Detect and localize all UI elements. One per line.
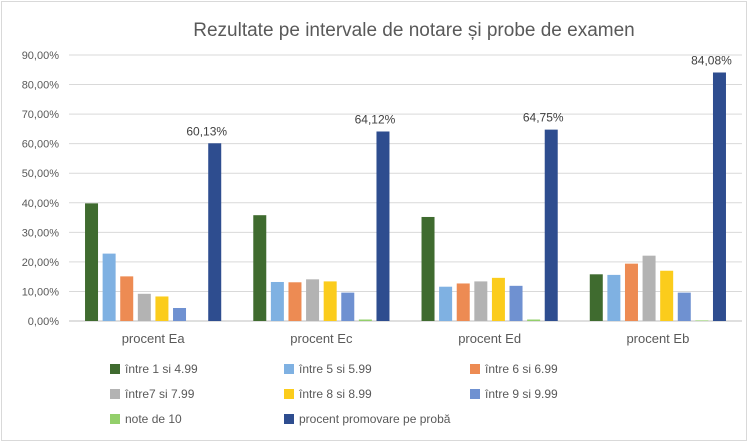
bar xyxy=(422,217,435,321)
y-tick-label: 70,00% xyxy=(22,109,60,121)
legend-label: între 6 si 6.99 xyxy=(484,362,558,376)
x-tick-label: procent Ec xyxy=(290,331,353,346)
bar xyxy=(643,256,656,321)
bar xyxy=(660,271,673,321)
bar xyxy=(306,279,319,321)
legend-swatch xyxy=(110,364,120,374)
bar xyxy=(439,287,452,321)
legend-swatch xyxy=(470,389,480,399)
legend: între 1 si 4.99 între 5 si 5.99 între 6 si… xyxy=(110,362,558,426)
gridlines xyxy=(69,55,742,321)
legend-label: între7 si 7.99 xyxy=(124,387,195,401)
bar xyxy=(695,320,708,321)
bar xyxy=(288,282,301,321)
bar xyxy=(155,296,168,321)
x-tick-label: procent Ed xyxy=(458,331,521,346)
bar xyxy=(376,131,389,321)
legend-swatch xyxy=(284,389,294,399)
bar xyxy=(457,283,470,321)
legend-swatch xyxy=(470,364,480,374)
chart-frame: Rezultate pe intervale de notare și prob… xyxy=(1,1,747,441)
bars xyxy=(85,72,726,321)
bar xyxy=(678,293,691,321)
data-label: 64,75% xyxy=(523,111,564,125)
y-tick-label: 90,00% xyxy=(22,50,60,62)
y-tick-label: 20,00% xyxy=(22,257,60,269)
bar xyxy=(625,264,638,321)
y-tick-label: 80,00% xyxy=(22,80,60,92)
bar xyxy=(271,282,284,321)
bar xyxy=(510,286,523,321)
y-tick-label: 40,00% xyxy=(22,198,60,210)
x-tick-label: procent Ea xyxy=(122,331,186,346)
legend-label: note de 10 xyxy=(125,412,182,426)
bar xyxy=(527,320,540,321)
legend-label: între 1 si 4.99 xyxy=(124,362,198,376)
data-label: 64,12% xyxy=(355,112,396,126)
legend-label: între 5 si 5.99 xyxy=(298,362,372,376)
bar xyxy=(590,274,603,321)
legend-label: între 9 si 9.99 xyxy=(484,387,558,401)
bar xyxy=(173,308,186,321)
legend-swatch xyxy=(110,389,120,399)
x-axis-labels: procent Ea procent Ec procent Ed procent Eb xyxy=(122,331,690,346)
bar xyxy=(359,320,372,321)
bar xyxy=(545,130,558,321)
bar-chart: Rezultate pe intervale de notare și prob… xyxy=(2,2,748,442)
data-labels: 60,13% 64,12% 64,75% 84,08% xyxy=(186,53,732,138)
bar xyxy=(85,203,98,321)
y-tick-label: 0,00% xyxy=(28,316,59,328)
bar xyxy=(607,275,620,321)
bar xyxy=(324,281,337,321)
bar xyxy=(474,281,487,321)
bar xyxy=(138,294,151,321)
bar xyxy=(341,293,354,321)
y-tick-label: 50,00% xyxy=(22,168,60,180)
legend-label: procent promovare pe probă xyxy=(299,412,451,426)
data-label: 84,08% xyxy=(691,53,732,67)
data-label: 60,13% xyxy=(186,124,227,138)
bar xyxy=(120,276,133,321)
bar xyxy=(492,278,505,321)
x-tick-label: procent Eb xyxy=(626,331,689,346)
legend-swatch xyxy=(110,414,120,424)
bar xyxy=(253,215,266,321)
y-tick-label: 60,00% xyxy=(22,139,60,151)
legend-label: între 8 si 8.99 xyxy=(298,387,372,401)
bar xyxy=(103,254,116,321)
bar xyxy=(208,143,221,321)
legend-swatch xyxy=(284,364,294,374)
y-axis-ticks: 0,00% 10,00% 20,00% 30,00% 40,00% 50,00% 60,00… xyxy=(22,50,60,328)
y-tick-label: 10,00% xyxy=(22,286,60,298)
bar xyxy=(713,72,726,321)
legend-swatch xyxy=(284,414,294,424)
y-tick-label: 30,00% xyxy=(22,227,60,239)
chart-title: Rezultate pe intervale de notare și prob… xyxy=(193,20,635,41)
